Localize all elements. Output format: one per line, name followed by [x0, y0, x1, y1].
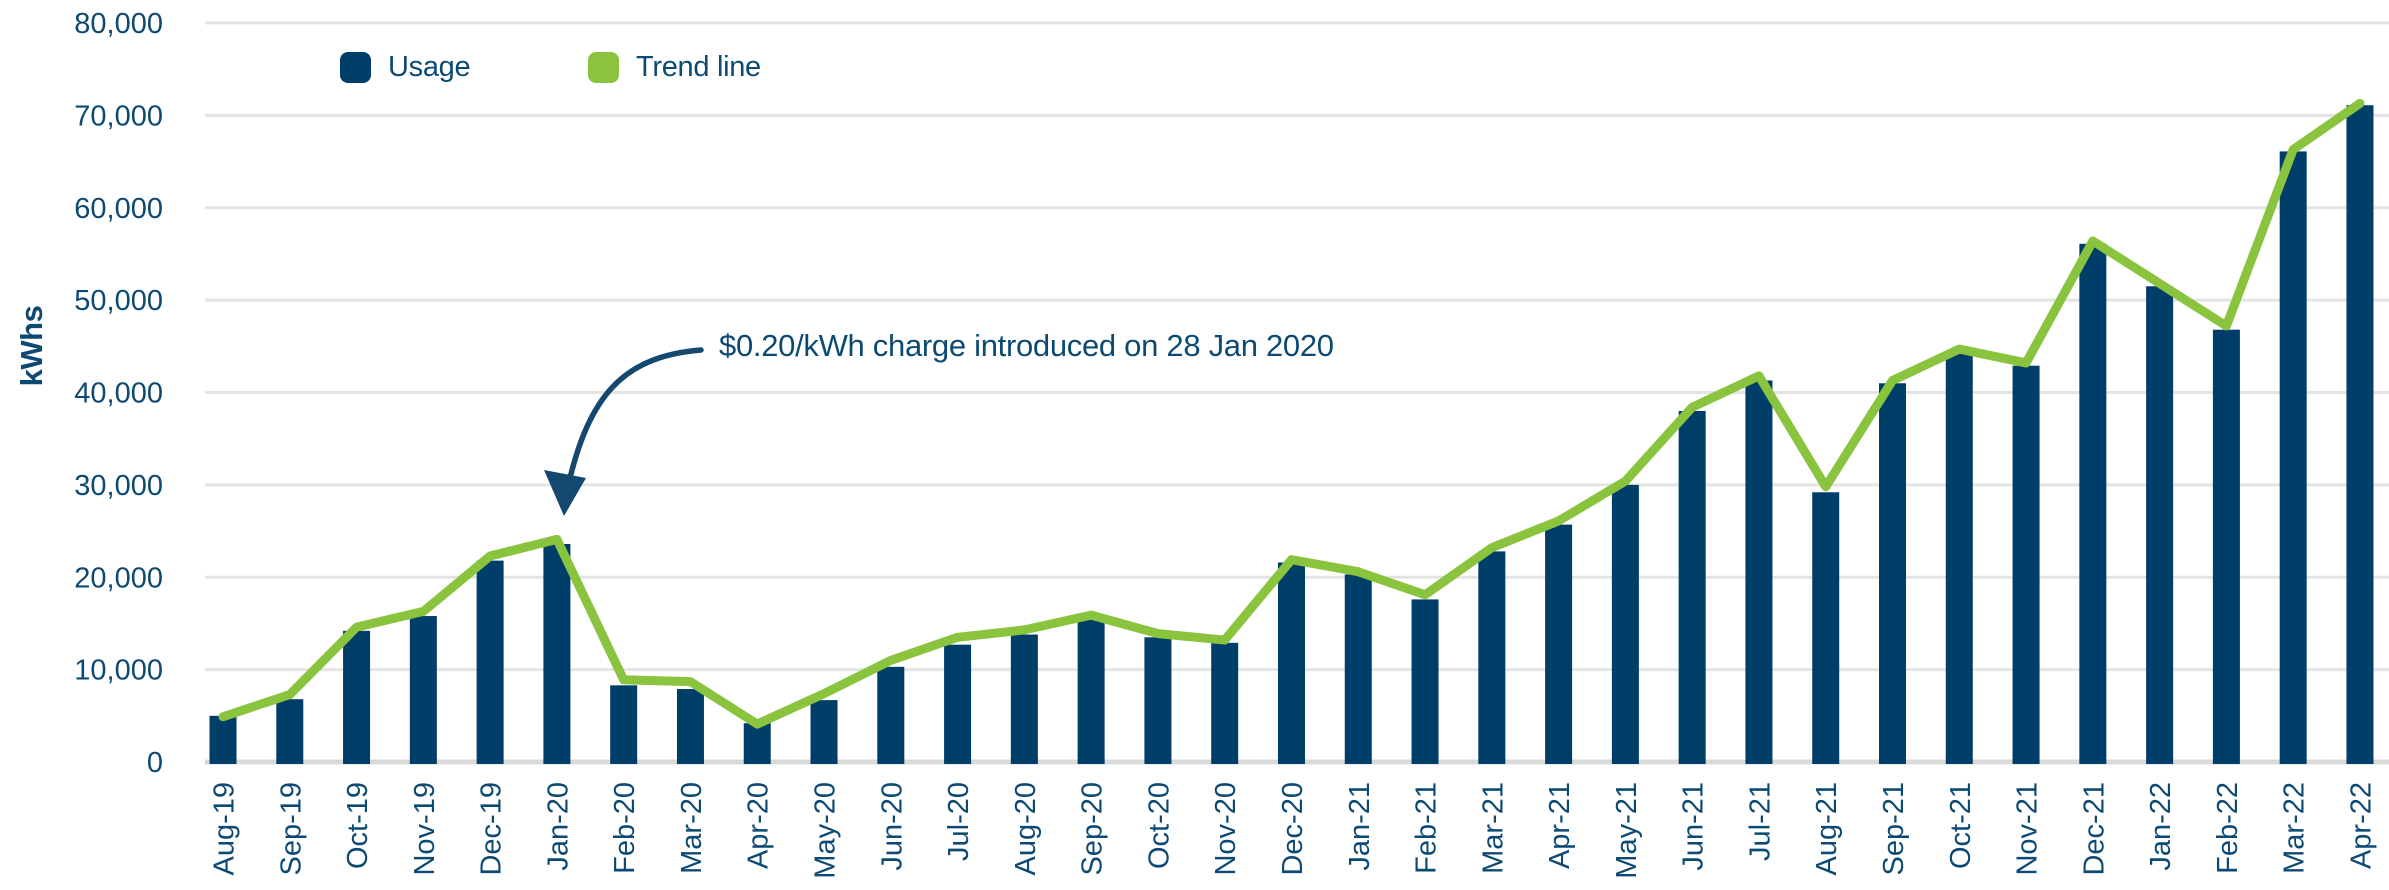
bars-usage — [209, 105, 2374, 765]
x-axis-label-Feb-21: Feb-21 — [1411, 782, 1443, 874]
y-tick-label-70000: 70,000 — [74, 100, 163, 132]
x-axis-labels: Aug-19 Sep-19 Oct-19 Nov-19 Dec-19 Jan-20 Feb-… — [209, 782, 2378, 879]
x-axis-label-Aug-20: Aug-20 — [1010, 782, 1042, 876]
bar-Sep-19 — [276, 699, 304, 764]
x-axis-label-May-20: May-20 — [810, 782, 842, 879]
x-axis-label-Jan-20: Jan-20 — [542, 782, 574, 871]
bar-Jun-21 — [1678, 410, 1706, 764]
x-axis-label-Feb-20: Feb-20 — [609, 782, 641, 874]
bar-Dec-21 — [2079, 243, 2107, 764]
legend-item-usage: Usage — [340, 50, 471, 84]
bar-Oct-19 — [343, 630, 371, 764]
y-tick-label-20000: 20,000 — [74, 562, 163, 594]
y-tick-label-50000: 50,000 — [74, 285, 163, 317]
y-tick-label-0: 0 — [147, 747, 163, 779]
x-axis-label-Nov-19: Nov-19 — [409, 782, 441, 876]
bar-May-21 — [1611, 484, 1639, 764]
bar-Nov-21 — [2012, 365, 2040, 764]
bar-Dec-20 — [1277, 562, 1305, 764]
y-tick-label-10000: 10,000 — [74, 655, 163, 687]
bar-Oct-20 — [1144, 637, 1172, 764]
bar-Feb-22 — [2212, 329, 2240, 764]
bar-Jan-21 — [1344, 574, 1372, 764]
x-axis-label-Apr-22: Apr-22 — [2345, 782, 2377, 869]
bar-Aug-20 — [1010, 634, 1038, 764]
y-tick-label-40000: 40,000 — [74, 378, 163, 410]
x-axis-label-Jun-20: Jun-20 — [876, 782, 908, 871]
x-axis-label-Dec-19: Dec-19 — [476, 782, 508, 876]
x-axis-label-Jul-21: Jul-21 — [1744, 782, 1776, 861]
bar-Apr-22 — [2346, 105, 2374, 765]
legend-item-trend: Trend line — [588, 50, 761, 84]
legend-label-usage: Usage — [388, 50, 471, 83]
bar-Oct-21 — [1945, 353, 1973, 764]
x-axis-label-Apr-21: Apr-21 — [1544, 782, 1576, 869]
bar-Sep-21 — [1879, 383, 1906, 764]
bar-Nov-20 — [1211, 642, 1239, 764]
x-axis-label-Nov-21: Nov-21 — [2012, 782, 2044, 876]
bar-Apr-20 — [743, 723, 771, 764]
bar-Feb-21 — [1411, 599, 1439, 764]
bar-Mar-20 — [676, 689, 704, 764]
bar-Sep-20 — [1077, 618, 1105, 764]
x-axis-label-Sep-19: Sep-19 — [275, 782, 307, 876]
bar-Aug-21 — [1812, 492, 1840, 764]
legend-swatch-usage — [340, 51, 371, 83]
x-axis-label-Jun-21: Jun-21 — [1678, 782, 1710, 871]
y-tick-labels: 0 10,000 20,000 30,000 40,000 50,000 60,000 70,… — [74, 8, 163, 779]
x-axis-label-Nov-20: Nov-20 — [1210, 782, 1242, 876]
x-axis-label-Mar-21: Mar-21 — [1477, 782, 1509, 874]
x-axis-label-Aug-19: Aug-19 — [209, 782, 241, 876]
y-tick-label-80000: 80,000 — [74, 8, 163, 40]
bar-Feb-20 — [610, 685, 638, 764]
bar-Jan-20 — [543, 543, 571, 764]
legend-label-trend: Trend line — [636, 50, 761, 83]
x-axis-label-Jan-21: Jan-21 — [1344, 782, 1376, 871]
x-axis-label-Jul-20: Jul-20 — [943, 782, 975, 861]
bar-Mar-21 — [1478, 551, 1506, 764]
x-axis-label-Mar-22: Mar-22 — [2279, 782, 2311, 874]
annotation-arrow — [544, 347, 704, 516]
bar-Mar-22 — [2279, 151, 2307, 764]
x-axis-label-Oct-19: Oct-19 — [342, 782, 374, 869]
bar-Jul-20 — [944, 644, 972, 764]
x-axis-label-Aug-21: Aug-21 — [1811, 782, 1843, 876]
x-axis-label-Feb-22: Feb-22 — [2212, 782, 2244, 874]
x-axis-label-Oct-20: Oct-20 — [1143, 782, 1175, 869]
bar-May-20 — [810, 700, 838, 764]
legend-swatch-trend — [588, 51, 619, 83]
x-axis-label-Dec-21: Dec-21 — [2078, 782, 2110, 876]
x-axis-label-Sep-20: Sep-20 — [1077, 782, 1109, 876]
bar-Aug-19 — [209, 715, 237, 764]
y-tick-label-60000: 60,000 — [74, 193, 163, 225]
bar-Jan-22 — [2146, 286, 2174, 764]
x-axis-label-May-21: May-21 — [1611, 782, 1643, 879]
x-axis-label-Oct-21: Oct-21 — [1945, 782, 1977, 869]
bar-Dec-19 — [476, 560, 504, 764]
x-axis-label-Apr-20: Apr-20 — [743, 782, 775, 869]
trend-line-path — [218, 98, 2365, 729]
bar-Jul-21 — [1745, 380, 1773, 764]
x-axis-label-Dec-20: Dec-20 — [1277, 782, 1309, 876]
bar-Jun-20 — [877, 666, 905, 764]
x-axis-label-Sep-21: Sep-21 — [1878, 782, 1910, 876]
x-axis-label-Jan-22: Jan-22 — [2145, 782, 2177, 871]
x-axis-label-Mar-20: Mar-20 — [676, 782, 708, 874]
y-tick-label-30000: 30,000 — [74, 470, 163, 502]
bar-Nov-19 — [409, 616, 437, 764]
bar-Apr-21 — [1545, 524, 1573, 764]
trend-line — [218, 98, 2365, 729]
annotation-text: $0.20/kWh charge introduced on 28 Jan 20… — [719, 328, 1334, 363]
